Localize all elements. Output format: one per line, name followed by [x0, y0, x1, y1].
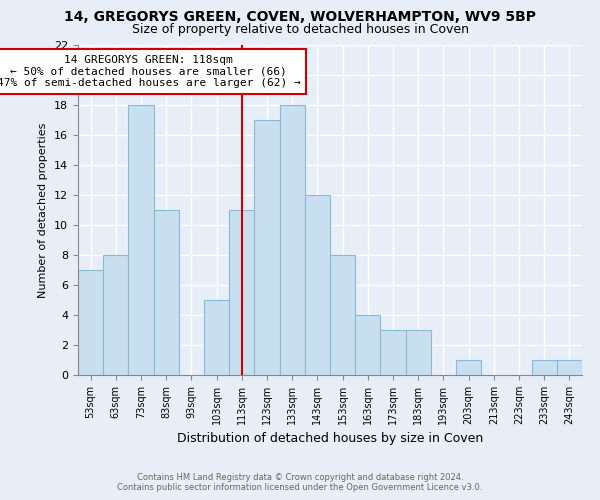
Bar — [355, 315, 380, 375]
Bar — [406, 330, 431, 375]
Bar — [254, 120, 280, 375]
Bar — [330, 255, 355, 375]
Text: Contains HM Land Registry data © Crown copyright and database right 2024.
Contai: Contains HM Land Registry data © Crown c… — [118, 473, 482, 492]
Bar — [380, 330, 406, 375]
Bar — [532, 360, 557, 375]
Bar — [78, 270, 103, 375]
Text: 14 GREGORYS GREEN: 118sqm
← 50% of detached houses are smaller (66)
47% of semi-: 14 GREGORYS GREEN: 118sqm ← 50% of detac… — [0, 55, 301, 88]
Bar — [305, 195, 330, 375]
X-axis label: Distribution of detached houses by size in Coven: Distribution of detached houses by size … — [177, 432, 483, 446]
Bar — [103, 255, 128, 375]
Text: Size of property relative to detached houses in Coven: Size of property relative to detached ho… — [131, 22, 469, 36]
Bar — [582, 360, 600, 375]
Bar — [204, 300, 229, 375]
Y-axis label: Number of detached properties: Number of detached properties — [38, 122, 49, 298]
Bar — [154, 210, 179, 375]
Bar — [280, 105, 305, 375]
Text: 14, GREGORYS GREEN, COVEN, WOLVERHAMPTON, WV9 5BP: 14, GREGORYS GREEN, COVEN, WOLVERHAMPTON… — [64, 10, 536, 24]
Bar — [456, 360, 481, 375]
Bar — [229, 210, 254, 375]
Bar — [557, 360, 582, 375]
Bar — [128, 105, 154, 375]
